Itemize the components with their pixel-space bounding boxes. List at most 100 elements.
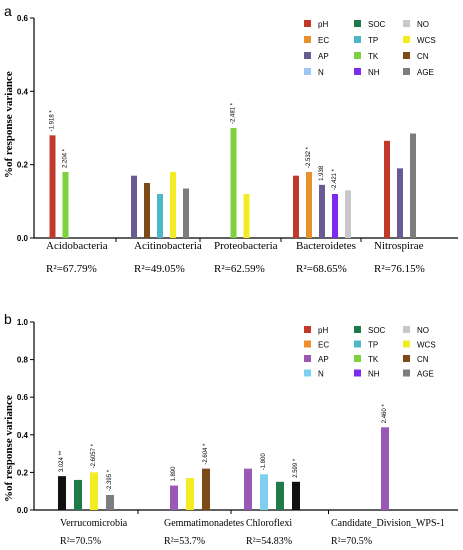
b-bar-gemmatimonadetes-cn: [202, 468, 210, 510]
b-bar-value-label: 1.890: [171, 466, 177, 482]
panel-a-axes: 0.0 0.2 0.4 0.6: [17, 14, 458, 243]
b-bar-chloroflexi-ap: [244, 468, 252, 510]
a-group-r2: R²=68.65%: [296, 263, 347, 275]
b-legend-swatch: [403, 340, 410, 348]
b-bar-chloroflexi-soc: [276, 481, 284, 510]
panel-a-label: a: [4, 3, 12, 19]
panel-b-group-labels: VerrucomicrobiaR²=70.5%GemmatimonadetesR…: [60, 518, 445, 547]
b-bar-value-label: -2.395 *: [107, 469, 113, 491]
a-bar-acidobacteria-tk: [62, 172, 69, 238]
b-legend-label: WCS: [417, 341, 436, 350]
a-bar-value-label: -2.421 *: [332, 168, 338, 190]
a-ytick-label: 0.6: [17, 14, 29, 23]
a-legend-swatch: [304, 52, 311, 59]
a-legend-swatch: [354, 36, 361, 43]
b-group-r2: R²=54.83%: [246, 536, 292, 547]
b-legend-swatch: [403, 369, 410, 377]
panel-a-group-labels: Acidobacteria R²=67.79% Acitinobacteria R²=…: [46, 240, 425, 275]
b-group-name: Chloroflexi: [246, 518, 292, 529]
a-bar-acitinobacteria-age: [183, 188, 189, 238]
b-legend-swatch: [354, 326, 361, 333]
a-bar-proteobacteria-wcs: [243, 194, 250, 238]
a-group-r2: R²=76.15%: [374, 263, 425, 275]
a-group-name: Proteobacteria: [214, 240, 278, 252]
b-bar-verrucomicrobia-age: [106, 494, 114, 510]
a-bar-value-label: 1.938: [319, 165, 325, 181]
a-bar-bacteroidetes-no: [345, 190, 351, 238]
b-legend-label: TK: [368, 355, 379, 364]
b-bar-value-label: -1.800: [261, 453, 267, 471]
a-legend-swatch: [354, 52, 361, 59]
a-bar-nitrospirae-ph: [384, 140, 390, 238]
a-legend-label: TP: [368, 36, 378, 45]
b-legend-label: SOC: [368, 326, 386, 335]
b-bar-verrucomicrobia-black: [58, 476, 66, 510]
a-bar-bacteroidetes-nh: [332, 194, 338, 238]
a-legend-swatch: [304, 20, 311, 27]
b-ytick-label: 0.4: [17, 431, 29, 440]
a-bar-bacteroidetes-ap: [319, 184, 325, 238]
b-bar-value-label: 3.024 **: [59, 450, 65, 472]
a-legend-label: AGE: [417, 68, 434, 77]
a-legend-label: N: [318, 68, 324, 77]
b-ytick-label: 0.8: [17, 356, 29, 365]
b-legend-label: CN: [417, 355, 429, 364]
a-legend-label: CN: [417, 52, 429, 61]
a-group-r2: R²=49.05%: [134, 263, 185, 275]
panel-a-bars: -1.918 * 2.204 * -2.481 * -2.532 * 1.938 -2.4…: [49, 102, 416, 238]
a-group-r2: R²=67.79%: [46, 263, 97, 275]
b-legend-swatch: [354, 340, 361, 348]
b-group-r2: R²=53.7%: [164, 536, 205, 547]
panel-a-legend: pH SOC NO EC TP WCS AP TK CN N NH AGE: [304, 20, 436, 77]
a-bar-acitinobacteria-tp: [157, 194, 163, 238]
b-bar-gemmatimonadetes-ap: [170, 485, 178, 510]
a-ytick-label: 0.0: [17, 234, 29, 243]
b-legend-swatch: [304, 369, 311, 377]
b-ytick-label: 1.0: [17, 318, 29, 327]
a-bar-value-label: 2.204 *: [63, 148, 69, 168]
a-legend-swatch: [354, 68, 361, 75]
b-group-r2: R²=70.5%: [331, 536, 372, 547]
b-bar-value-label: -2.6057 *: [91, 443, 97, 468]
b-bar-value-label: 2.599 *: [293, 458, 299, 478]
b-bar-verrucomicrobia-soc: [74, 479, 82, 510]
b-legend-label: AP: [318, 355, 329, 364]
panel-b-ylabel: %of response variance: [3, 395, 15, 502]
b-group-name: Gemmatimonadetes: [164, 518, 244, 529]
b-bar-gemmatimonadetes-wcs: [186, 478, 194, 510]
a-legend-label: NH: [368, 68, 380, 77]
b-legend-swatch: [403, 326, 410, 333]
b-group-name: Verrucomicrobia: [60, 518, 128, 529]
a-legend-swatch: [403, 52, 410, 59]
a-group-name: Acitinobacteria: [134, 240, 202, 252]
a-bar-proteobacteria-tk: [230, 128, 237, 238]
b-bar-chloroflexi-black: [292, 481, 300, 510]
panel-a-ylabel: %of response variance: [3, 71, 15, 178]
a-legend-label: WCS: [417, 36, 436, 45]
a-legend-swatch: [304, 68, 311, 75]
b-legend-label: TP: [368, 341, 378, 350]
a-bar-value-label: -1.918 *: [50, 110, 56, 132]
b-bar-value-label: 2.460 *: [382, 404, 388, 424]
a-legend-swatch: [403, 36, 410, 43]
b-legend-swatch: [354, 355, 361, 362]
a-bar-acitinobacteria-cn: [144, 183, 150, 238]
panel-b-bars: 3.024 ** -2.6057 * -2.395 * 1.890 -2.604 * -1…: [58, 404, 389, 510]
panel-b-axes: 0.0 0.2 0.4 0.6 0.8 1.0: [17, 318, 458, 515]
panel-b-label: b: [4, 311, 12, 327]
b-group-r2: R²=70.5%: [60, 536, 101, 547]
a-group-name: Bacteroidetes: [296, 240, 356, 252]
a-legend-label: TK: [368, 52, 379, 61]
a-legend-swatch: [354, 20, 361, 27]
a-legend-label: AP: [318, 52, 329, 61]
b-legend-swatch: [354, 369, 361, 377]
b-bar-verrucomicrobia-wcs: [90, 472, 98, 510]
a-bar-value-label: -2.532 *: [306, 146, 312, 168]
b-legend-swatch: [403, 355, 410, 362]
a-legend-swatch: [304, 36, 311, 43]
b-ytick-label: 0.6: [17, 393, 29, 402]
a-bar-acitinobacteria-wcs: [170, 172, 176, 238]
b-legend-label: NH: [368, 370, 380, 379]
panel-a: a %of response variance 0.0 0.2 0.4 0.6 -1.…: [3, 3, 458, 275]
